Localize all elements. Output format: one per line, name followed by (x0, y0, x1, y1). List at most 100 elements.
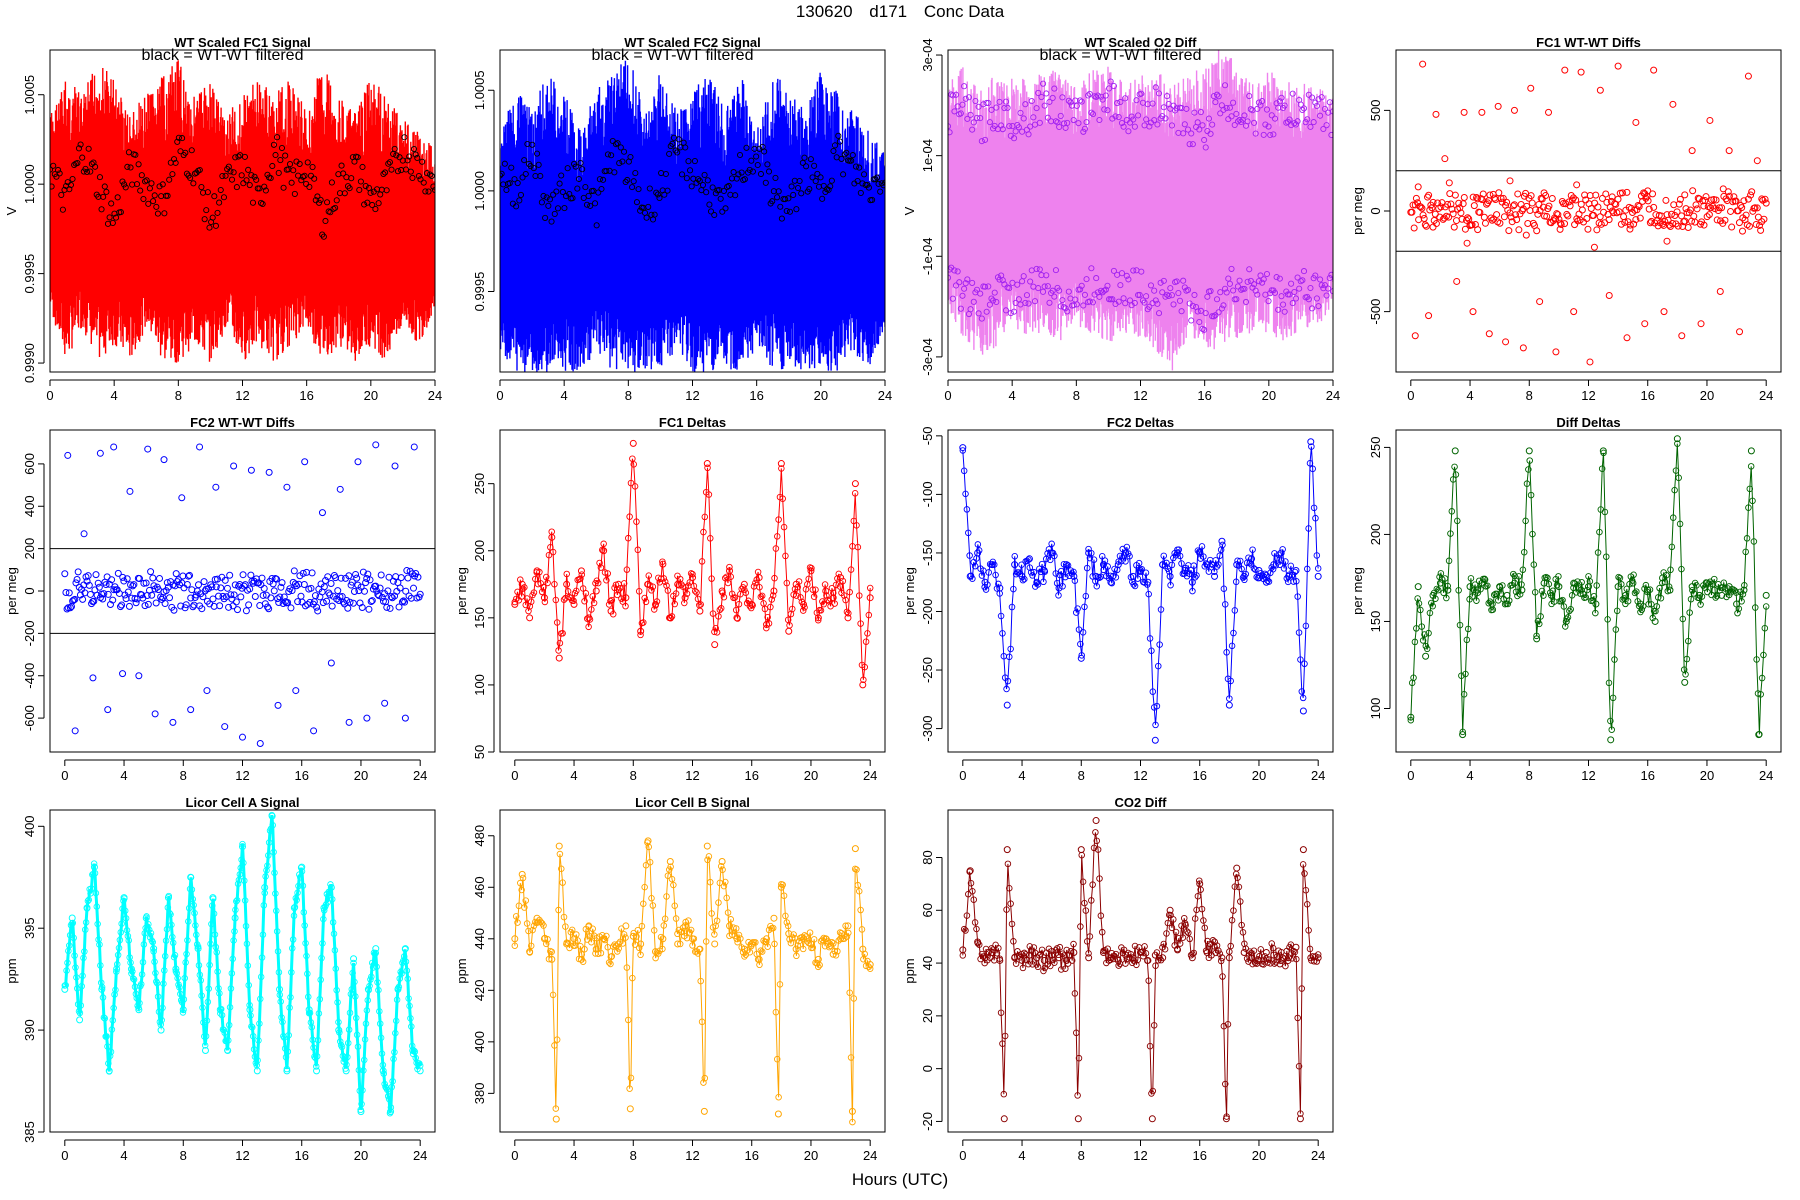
outlier-point (230, 462, 238, 470)
filtered-point-upper (1270, 131, 1277, 138)
filtered-point-upper (1126, 119, 1134, 126)
data-point (1007, 900, 1014, 907)
data-point (1523, 480, 1531, 487)
y-tick-label: 400 (22, 495, 37, 517)
filtered-point (843, 149, 850, 156)
data-point (1741, 582, 1748, 589)
data-point (1711, 205, 1719, 213)
data-point (1648, 601, 1655, 608)
data-point (704, 856, 711, 864)
data-point (1167, 581, 1174, 589)
filtered-point (646, 185, 653, 192)
data-point (1469, 593, 1476, 600)
filtered-point (151, 192, 158, 199)
data-point (1295, 1062, 1303, 1070)
data-point (1295, 629, 1303, 636)
filtered-point (133, 181, 141, 188)
x-tick-label: 0 (959, 768, 966, 783)
data-point (1025, 960, 1032, 968)
filtered-point-lower (1278, 293, 1285, 300)
key-point (1666, 586, 1674, 594)
data-point (1514, 190, 1522, 198)
key-point (1166, 572, 1174, 580)
data-point (552, 1105, 560, 1112)
data-point (360, 1056, 368, 1064)
data-point (1194, 892, 1202, 900)
key-point (401, 945, 409, 953)
plot-frame (49, 809, 436, 1133)
key-point (844, 922, 852, 930)
data-point (346, 1009, 354, 1017)
data-point (300, 909, 308, 916)
data-point (97, 979, 105, 986)
data-point (622, 934, 629, 941)
filtered-point (164, 192, 171, 199)
filtered-point (267, 175, 274, 182)
data-point (1699, 197, 1707, 205)
data-point (103, 1033, 110, 1040)
filtered-point-upper (1155, 90, 1163, 97)
data-point (701, 1074, 709, 1082)
filtered-point-upper (1191, 109, 1198, 116)
y-tick-label: -500 (1368, 299, 1383, 325)
data-point (254, 1057, 261, 1064)
key-point (1218, 537, 1226, 545)
data-point (1740, 197, 1748, 205)
data-point (650, 606, 658, 613)
data-point (1220, 1022, 1228, 1030)
data-point (723, 573, 730, 581)
data-point (1155, 662, 1162, 670)
filtered-point (546, 196, 553, 203)
key-point (1518, 586, 1526, 594)
outlier-point (187, 706, 195, 714)
plot-area-licor-a (61, 811, 424, 1117)
filtered-point-upper (1017, 109, 1024, 116)
data-point (1415, 600, 1423, 607)
data-point (789, 934, 796, 941)
data-point (1635, 202, 1643, 210)
data-point (661, 578, 669, 585)
data-point (304, 993, 312, 1001)
data-point (85, 896, 93, 904)
data-point (735, 931, 743, 939)
filtered-point-lower (1015, 296, 1022, 303)
outlier-point (1586, 358, 1594, 366)
data-point (1200, 553, 1207, 560)
data-point (92, 889, 100, 897)
data-point (1561, 220, 1569, 228)
filtered-point-upper (1318, 94, 1325, 101)
data-point (1241, 940, 1248, 948)
data-point (627, 479, 635, 487)
key-point (526, 614, 534, 622)
filtered-point-upper (957, 110, 964, 117)
filtered-point (774, 194, 781, 201)
key-point (1510, 579, 1518, 587)
data-point (959, 447, 967, 454)
filtered-point (828, 177, 835, 184)
data-point (1302, 886, 1310, 894)
data-point (1649, 614, 1656, 622)
data-point (1112, 950, 1120, 958)
outlier-point (292, 687, 300, 695)
data-point (1306, 945, 1314, 953)
filtered-point (344, 183, 352, 190)
filtered-point-upper (1080, 128, 1087, 135)
key-point (533, 567, 541, 575)
data-point (719, 866, 726, 873)
data-point (1477, 585, 1484, 593)
data-point (259, 591, 267, 599)
data-point (1521, 548, 1528, 556)
data-point (1018, 561, 1025, 568)
x-tick-label: 24 (878, 388, 892, 403)
data-point (574, 937, 581, 944)
data-point (1725, 192, 1733, 200)
filtered-point (119, 178, 126, 185)
data-point (118, 601, 126, 609)
filtered-point-lower (1189, 302, 1196, 309)
filtered-point-upper (1133, 97, 1140, 104)
data-point (1511, 572, 1518, 580)
filtered-point-lower (1312, 272, 1319, 279)
filtered-point-upper (1094, 92, 1101, 99)
filtered-point-lower (1292, 295, 1299, 302)
data-point (984, 581, 991, 588)
